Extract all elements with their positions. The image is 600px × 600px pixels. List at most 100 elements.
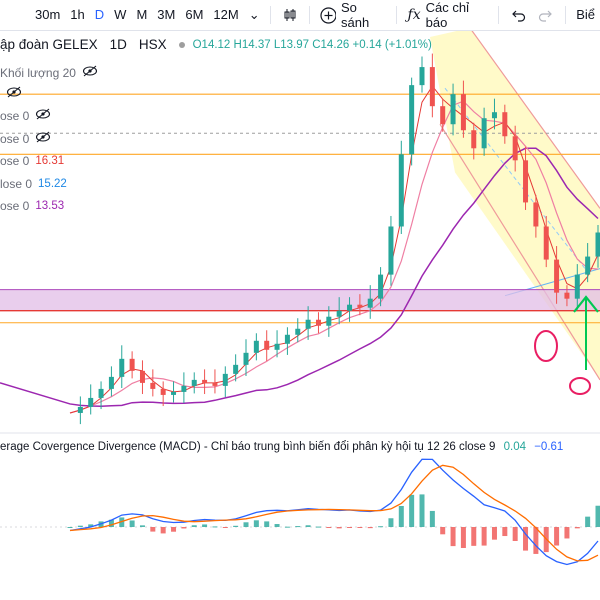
candle-body bbox=[491, 112, 497, 119]
macd-histogram-bar bbox=[284, 526, 290, 528]
timeframe-6m[interactable]: 6M bbox=[185, 7, 204, 22]
candle-body bbox=[284, 334, 290, 344]
candle-body bbox=[388, 226, 394, 275]
timeframe-w[interactable]: W bbox=[114, 7, 127, 22]
macd-histogram-bar bbox=[150, 527, 156, 532]
candle-body bbox=[450, 94, 456, 125]
candle-body bbox=[253, 340, 259, 353]
interval: 1D bbox=[109, 37, 127, 52]
macd-histogram-bar bbox=[347, 527, 353, 528]
macd-histogram-bar bbox=[481, 527, 487, 546]
timeframe-30m[interactable]: 30m bbox=[35, 7, 61, 22]
ma-row[interactable]: ose 0 bbox=[0, 131, 51, 146]
undo-button[interactable] bbox=[504, 0, 532, 30]
candle-body bbox=[336, 310, 342, 317]
chevron-down-icon[interactable]: ⌄ bbox=[248, 7, 260, 22]
close-value: C14.26 bbox=[312, 39, 350, 51]
macd-histogram-bar bbox=[336, 527, 342, 529]
chart-type-menu[interactable]: Biể bbox=[576, 7, 595, 22]
candle-body bbox=[77, 406, 83, 413]
macd-histogram-bar bbox=[388, 518, 394, 527]
candle-body bbox=[98, 388, 104, 398]
macd-histogram-bar bbox=[264, 521, 270, 527]
macd-histogram-bar bbox=[585, 516, 591, 527]
candle-body bbox=[409, 85, 415, 155]
macd-histogram-bar bbox=[367, 527, 373, 529]
macd-pane bbox=[0, 458, 600, 566]
macd-signal-value: −0.61 bbox=[534, 441, 564, 453]
redo-button[interactable] bbox=[532, 0, 560, 30]
compare-label: So sánh bbox=[341, 0, 370, 30]
candle-body bbox=[264, 340, 270, 350]
candle-body bbox=[160, 388, 166, 395]
timeframe-m[interactable]: M bbox=[136, 7, 148, 22]
eye-slash-icon[interactable] bbox=[6, 86, 22, 101]
ma-label: ose 0 bbox=[0, 108, 30, 123]
candle-body bbox=[191, 379, 197, 386]
symbol-row: ập đoàn GELEX 1D HSX O14.12 H14.37 L13.9… bbox=[0, 38, 432, 52]
macd-histogram-bar bbox=[554, 527, 560, 546]
macd-histogram-bar bbox=[253, 520, 259, 527]
timeframe-12m[interactable]: 12M bbox=[213, 7, 239, 22]
macd-histogram-bar bbox=[315, 526, 321, 528]
macd-histogram-bar bbox=[357, 527, 363, 528]
eye-slash-icon[interactable] bbox=[35, 108, 51, 123]
eye-slash-icon[interactable] bbox=[82, 65, 98, 80]
ma-row[interactable]: lose 0 15.22 bbox=[0, 177, 67, 191]
undo-icon bbox=[512, 10, 526, 22]
candle-body bbox=[305, 319, 311, 329]
ma-label: lose 0 bbox=[0, 177, 33, 191]
ma-row[interactable] bbox=[0, 86, 22, 101]
candle-body bbox=[150, 382, 156, 389]
volume-label: Khối lượng 20 bbox=[0, 65, 76, 80]
macd-histogram-bar bbox=[419, 494, 425, 527]
candle-body bbox=[274, 343, 280, 350]
ma-label: ose 0 bbox=[0, 154, 30, 168]
ma-value: 15.22 bbox=[38, 178, 67, 190]
candle-type-button[interactable] bbox=[276, 0, 304, 30]
ma-row[interactable]: ose 0 bbox=[0, 108, 51, 123]
timeframe-3m[interactable]: 3M bbox=[157, 7, 176, 22]
divider bbox=[565, 6, 567, 24]
candle-body bbox=[171, 391, 177, 395]
macd-histogram-bar bbox=[512, 527, 518, 541]
macd-histogram-bar bbox=[429, 510, 435, 527]
macd-histogram bbox=[67, 494, 600, 554]
candle-body bbox=[543, 226, 549, 260]
divider bbox=[498, 6, 500, 24]
channel-mid-line bbox=[444, 87, 586, 269]
candle-body bbox=[595, 232, 600, 257]
candle-body bbox=[326, 316, 332, 326]
annotation-circle bbox=[534, 330, 558, 362]
macd-histogram-bar bbox=[533, 527, 539, 554]
candle-body bbox=[222, 373, 228, 386]
exchange: HSX bbox=[138, 37, 167, 52]
eye-slash-icon[interactable] bbox=[35, 131, 51, 146]
macd-histogram-bar bbox=[171, 527, 177, 532]
candle-body bbox=[139, 370, 145, 383]
indicators-button[interactable]: ƒx Các chỉ báo bbox=[402, 0, 494, 30]
candle-body bbox=[398, 154, 404, 227]
support-zone bbox=[0, 289, 600, 311]
timeframe-1h[interactable]: 1h bbox=[70, 7, 85, 22]
candle-body bbox=[512, 136, 518, 161]
chart-canvas[interactable] bbox=[0, 31, 600, 600]
candle-body bbox=[585, 256, 591, 275]
candle-body bbox=[88, 397, 94, 407]
compare-button[interactable]: So sánh bbox=[314, 0, 390, 30]
plus-circle-icon bbox=[320, 6, 336, 24]
macd-value: 0.04 bbox=[503, 441, 527, 453]
ma-row[interactable]: ose 0 16.31 bbox=[0, 154, 64, 168]
candle-body bbox=[564, 292, 570, 299]
macd-histogram-bar bbox=[181, 527, 187, 529]
candle-body bbox=[429, 67, 435, 107]
candle-body bbox=[533, 202, 539, 227]
macd-histogram-bar bbox=[595, 505, 600, 527]
timeframe-d[interactable]: D bbox=[94, 7, 105, 22]
volume-row[interactable]: Khối lượng 20 bbox=[0, 65, 98, 80]
macd-histogram-bar bbox=[222, 527, 228, 528]
candles-group bbox=[77, 53, 600, 425]
candle-body bbox=[357, 304, 363, 308]
low-value: L13.97 bbox=[273, 39, 310, 51]
ma-row[interactable]: ose 0 13.53 bbox=[0, 199, 64, 213]
